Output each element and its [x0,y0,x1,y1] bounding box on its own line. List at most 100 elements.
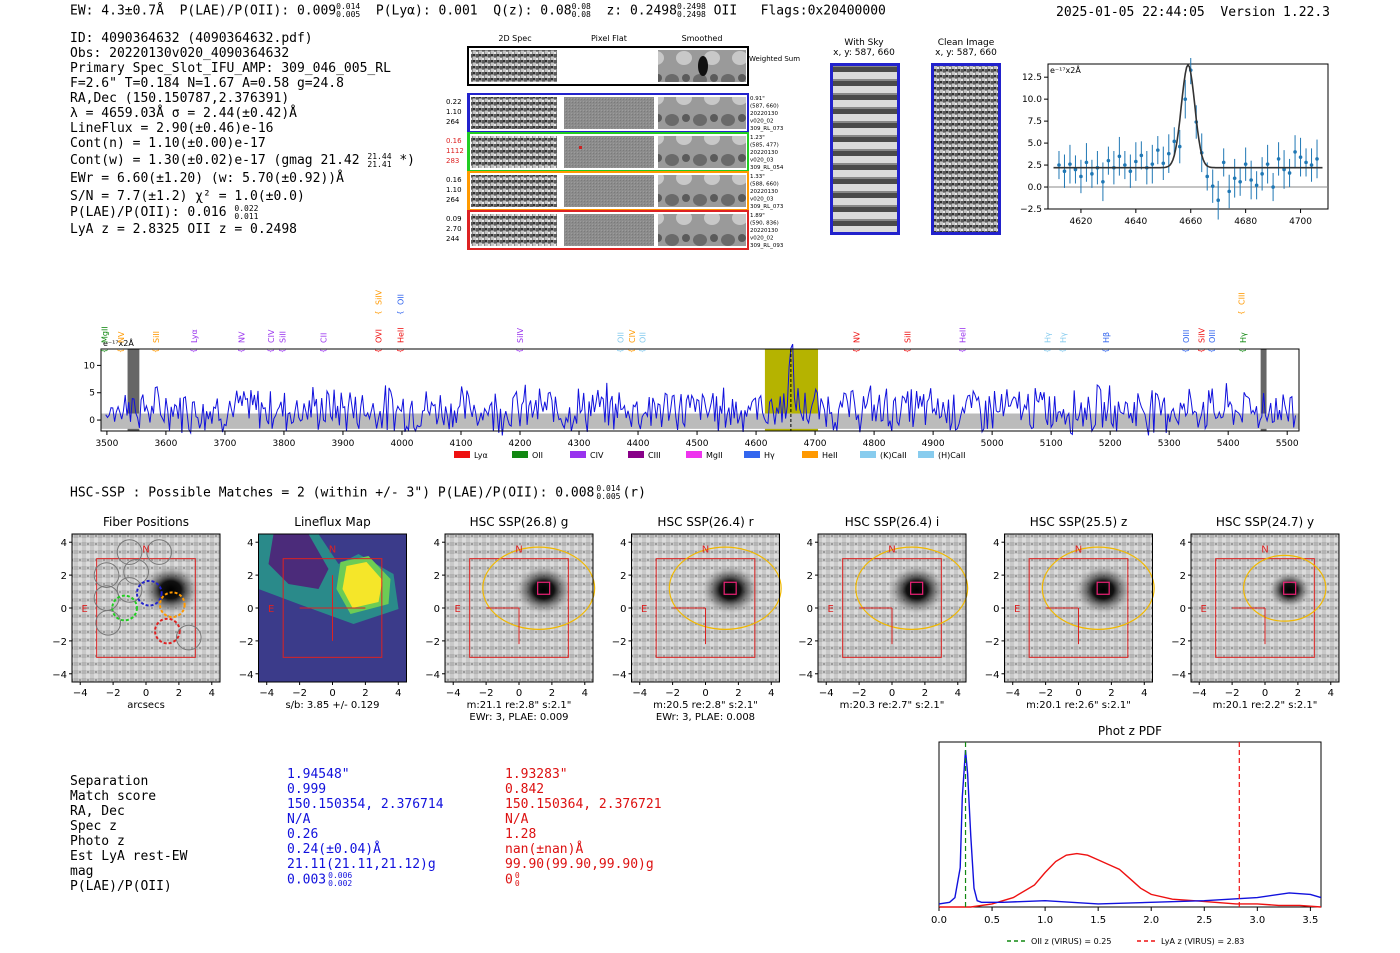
info-sn: S/N = 7.7(±1.2) χ² = 1.0(±0.0) [70,189,305,204]
cutout-pixel-flat [564,175,654,207]
galaxy [1073,564,1134,616]
line-label: SiIV [516,327,525,343]
hsc-ytick-label: −2 [425,637,440,648]
hsc-xtick-label: −2 [479,688,494,699]
col2-photo-z: 1.28 [505,827,537,842]
line-label: SiIV [374,289,383,305]
cutout-row-meta: v020_03 [750,158,774,164]
aperture-ellipse [668,546,782,630]
hsc-ytick-label: −2 [612,637,627,648]
zoom-data-point [1287,171,1292,175]
cutout-row-meta: 309_RL_073 [750,204,784,210]
zoom-data-point [1117,154,1122,159]
legend-label: Lyα [474,451,488,460]
spec-xtick-label: 4700 [804,439,827,449]
hsc-xtick-label: −2 [852,688,867,699]
line-label: SiII [904,331,913,343]
hsc-ytick-label: 2 [1180,571,1186,582]
zoom-data-point [1254,183,1259,188]
galaxy [886,564,947,616]
match-table-labels: Separation Match score RA, Dec Spec z Ph… [70,774,187,894]
line-label: OII [639,332,648,343]
zoom-data-point [1265,162,1270,166]
line-label: SiII [152,331,161,343]
line-label-brace: { [267,349,275,353]
info-ewr: EWr = 6.60(±1.20) (w: 5.70(±0.92))Å [70,171,344,186]
hsc-xtick-label: −4 [632,688,647,699]
hsc-ytick-label: −2 [798,637,813,648]
zoom-gaussian-fit [1053,63,1323,169]
counterpart-marker [910,581,924,595]
line-label-brace: { [616,349,624,353]
col1-spec-z: N/A [287,812,311,827]
hsc-xtick-label: 4 [1328,688,1334,699]
hsc-ytick-label: 2 [993,571,999,582]
col1-plae-value: 0.003 [287,872,327,888]
north-label: N [888,545,895,556]
hsc-xtick-label: 2 [549,688,555,699]
cutout-row-meta: 309_RL_093 [750,243,784,249]
header-plae-sub: 0.005 [336,10,361,19]
col-header-pixelflat: Pixel Flat [591,34,627,43]
with-sky-label: With Sky [844,38,884,48]
with-sky-image [830,63,900,235]
hsc-caption-2: EWr: 3, PLAE: 0.008 [656,712,755,723]
hsc-caption: arcsecs [127,700,165,711]
cutout-smoothed [658,136,746,168]
cutout-row-meta: v020_02 [750,119,774,125]
hsc-panel-title: Fiber Positions [103,515,189,529]
emission-line-fit-plot: −2.5 0.0 2.5 5.0 7.5 10.0 12.5 4620 4640 4660 4680… [1020,58,1329,227]
spec-xtick-label: 3900 [332,439,355,449]
label-spec-z: Spec z [70,819,117,834]
line-label: OIII [1208,330,1217,343]
spec-xtick-label: 4600 [745,439,768,449]
spec-xtick-label: 4900 [922,439,945,449]
east-label: E [641,604,647,615]
line-label-brace: { [1239,349,1247,353]
header-z-sup: 0.2498 [676,2,706,11]
zoom-data-point [1298,155,1303,159]
zoom-ytick-label: 12.5 [1022,73,1042,83]
legend-swatch [628,451,644,458]
line-label: CIII [1238,292,1247,305]
cutout-row-meta: 1.33" [750,174,765,180]
hsc-ytick-label: 2 [620,571,626,582]
cutout-row-number: 0.09 [446,215,462,223]
hsc-xtick-label: 0 [1262,688,1268,699]
col-header-2dspec: 2D Spec [498,34,531,43]
hsc-ytick-label: 0 [61,604,67,615]
hsc-ytick-label: 4 [807,538,813,549]
spec-xtick-label: 4400 [627,439,650,449]
hsc-ytick-label: −2 [1171,637,1186,648]
photz-xtick-label: 1.5 [1090,915,1106,926]
line-label: Lyα [190,329,199,343]
legend-label: CIII [648,451,661,460]
photz-pdf-plot: Phot z PDF 0.0 0.5 1.0 1.5 2.0 2.5 3.0 3.5 OII z … [931,724,1322,946]
zoom-data-point [1068,162,1072,166]
zoom-xtick-label: 4700 [1289,217,1312,227]
info-lambda: λ = 4659.03Å σ = 2.44(±0.42)Å [70,106,297,121]
line-label: NV [852,331,861,343]
info-contw-text: Cont(w) = 1.30(±0.02)e-17 (gmag 21.42 [70,153,360,168]
hsc-xtick-label: −2 [292,688,307,699]
spec-xtick-label: 4300 [568,439,591,449]
hsc-caption: m:20.1 re:2.6" s:2.1" [1026,700,1131,711]
cutout-row-color-bar [467,133,470,171]
line-label: MgII [100,326,109,343]
cutout-row-meta: 0.91" [750,96,765,102]
clean-image-title: Clean Image x, y: 587, 660 [930,38,1002,58]
with-sky-title: With Sky x, y: 587, 660 [828,38,900,58]
label-mag: mag [70,864,94,879]
hsc-xtick-label: 2 [176,688,182,699]
hsc-ytick-label: 0 [434,604,440,615]
north-label: N [515,545,522,556]
east-label: E [268,604,274,615]
spec-xtick-label: 3500 [95,439,118,449]
pixel-flat-marker [579,146,582,149]
zoom-data-point [1177,144,1182,149]
north-label: N [702,545,709,556]
hsc-xtick-label: −4 [73,688,88,699]
line-label: OII [397,294,406,305]
fiber-circle [154,617,181,645]
spec-ytick-label: 10 [84,361,96,371]
